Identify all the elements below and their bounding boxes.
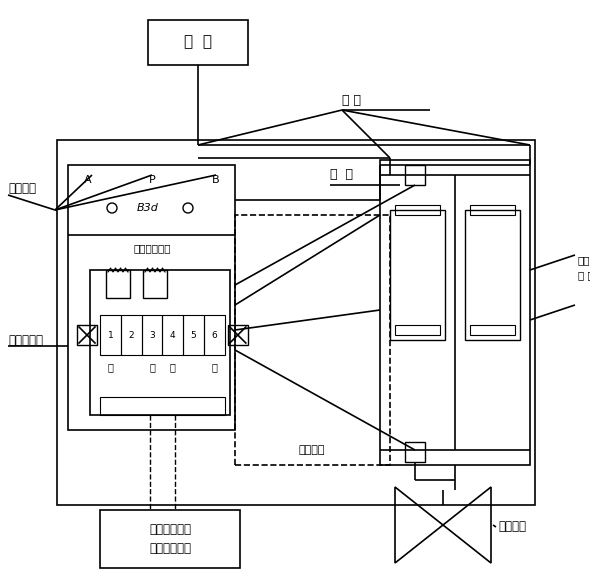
Bar [470,325,515,335]
Bar [405,165,425,185]
Bar [100,397,225,415]
Text: 2: 2 [129,331,134,339]
Text: B: B [212,175,220,185]
Bar [405,442,425,462]
Bar [143,270,167,298]
Text: P: P [149,175,155,185]
Text: 手控按钮: 手控按钮 [8,181,36,195]
Text: B3d: B3d [137,203,159,213]
Text: 电磁气阀线圈: 电磁气阀线圈 [133,243,171,253]
Bar [183,315,204,355]
Bar [100,510,240,568]
Bar [90,270,230,415]
Text: 气  源: 气 源 [184,34,212,49]
Text: 气  缆: 气 缆 [330,168,353,181]
Bar [390,210,445,340]
Text: 关: 关 [211,362,217,372]
Bar [68,165,235,430]
Bar [57,140,535,505]
Bar [148,20,248,65]
Text: A: A [84,175,92,185]
Text: 开: 开 [170,362,176,372]
Bar [380,160,530,465]
Text: 开: 开 [149,362,155,372]
Text: 防爆控制箱: 防爆控制箱 [8,333,43,346]
Text: 4: 4 [170,331,176,339]
Text: 控制信号输出
回讯信号输入: 控制信号输出 回讯信号输入 [149,523,191,555]
Bar [470,205,515,215]
Text: 3: 3 [149,331,155,339]
Bar [106,270,130,298]
Text: 关: 关 [107,362,113,372]
Bar [395,325,440,335]
Text: 6: 6 [212,331,217,339]
Bar [142,315,162,355]
Bar [228,325,248,345]
Text: 气 管: 气 管 [342,94,361,106]
Text: 防爆阀位
回 讯 器: 防爆阀位 回 讯 器 [578,256,590,281]
Bar [204,315,225,355]
Text: 5: 5 [191,331,196,339]
Bar [465,210,520,340]
Bar [395,205,440,215]
Bar [235,215,390,465]
Bar [121,315,142,355]
Text: 防爆软管: 防爆软管 [299,445,325,455]
Bar [162,315,183,355]
Bar [77,325,97,345]
Text: 气动阀阀: 气动阀阀 [498,521,526,533]
Bar [100,315,121,355]
Text: 1: 1 [107,331,113,339]
